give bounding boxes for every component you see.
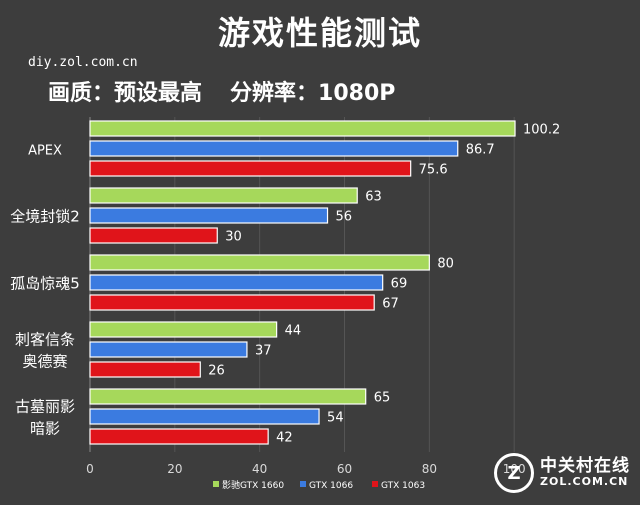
data-label: 67	[382, 297, 399, 312]
category-label: APEX	[28, 144, 62, 159]
data-label: 86.7	[466, 143, 495, 158]
watermark: Z 中关村在线 ZOL.COM.CN	[494, 453, 630, 493]
bar	[89, 140, 459, 157]
data-label: 69	[391, 277, 408, 292]
x-tick-label: 0	[86, 462, 94, 476]
quality-setting: 画质：预设最高	[48, 81, 203, 106]
data-label: 30	[225, 230, 242, 245]
data-label: 100.2	[523, 123, 560, 138]
legend-label: GTX 1066	[309, 481, 353, 491]
bar	[89, 361, 201, 378]
bar	[89, 388, 367, 405]
x-tick-label: 40	[252, 462, 267, 476]
category-label: 孤岛惊魂5	[10, 275, 80, 293]
bar	[89, 207, 329, 224]
data-label: 65	[374, 391, 391, 406]
bar	[89, 187, 358, 204]
data-label: 75.6	[419, 163, 448, 178]
bar	[89, 160, 412, 177]
watermark-name-en: ZOL.COM.CN	[540, 475, 629, 489]
category-label: 古墓丽影	[15, 398, 75, 416]
bar	[89, 120, 516, 137]
bar	[89, 321, 278, 338]
data-label: 42	[276, 431, 293, 446]
resolution-setting: 分辨率：1080P	[230, 81, 396, 106]
watermark-name-cn: 中关村在线	[540, 456, 630, 477]
legend-swatch	[300, 481, 306, 487]
page-title: 游戏性能测试	[217, 14, 422, 52]
category-label: 暗影	[30, 420, 60, 438]
bar	[89, 294, 375, 311]
data-label: 26	[208, 364, 225, 379]
data-label: 63	[365, 190, 382, 205]
bar	[89, 254, 430, 271]
legend-swatch	[372, 481, 378, 487]
data-label: 54	[327, 411, 344, 426]
legend-label: GTX 1063	[381, 481, 425, 491]
legend-swatch	[213, 481, 219, 487]
x-tick-label: 20	[167, 462, 182, 476]
category-label: 奥德赛	[22, 353, 67, 371]
legend-label: 影驰GTX 1660	[222, 479, 284, 491]
category-label: 全境封锁2	[10, 208, 80, 226]
x-tick-label: 60	[337, 462, 352, 476]
bar	[89, 274, 384, 291]
data-label: 56	[336, 210, 353, 225]
source-url: diy.zol.com.cn	[28, 55, 138, 70]
bar	[89, 341, 248, 358]
category-label: 刺客信条	[15, 331, 75, 349]
bar	[89, 408, 320, 425]
data-label: 44	[285, 324, 302, 339]
zol-logo-icon: Z	[494, 453, 534, 493]
bar	[89, 227, 218, 244]
test-settings: 画质：预设最高 分辨率：1080P	[48, 75, 423, 107]
x-tick-label: 80	[422, 462, 437, 476]
data-label: 80	[437, 257, 454, 272]
bar	[89, 428, 269, 445]
data-label: 37	[255, 344, 272, 359]
